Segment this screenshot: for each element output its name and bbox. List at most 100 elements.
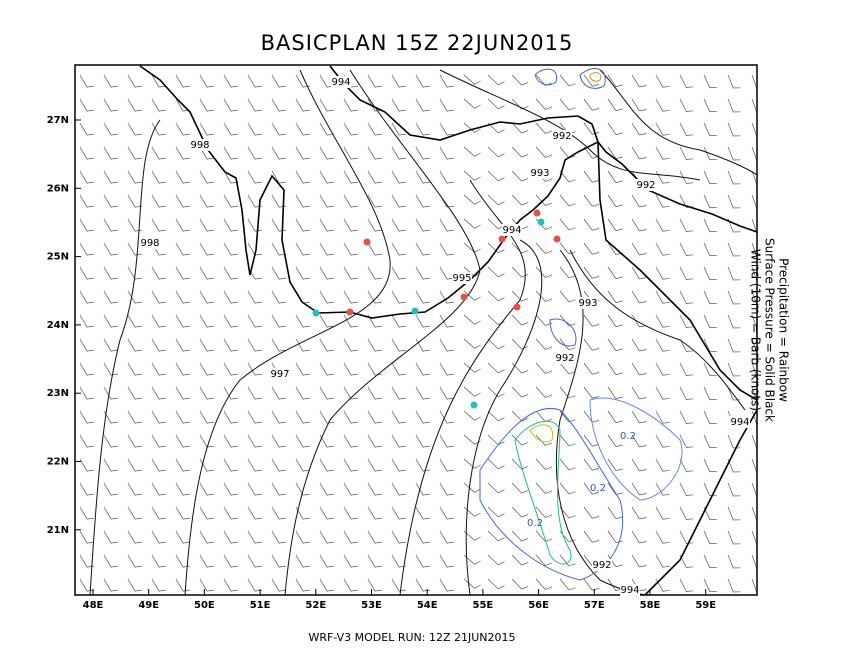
contour-label-bg <box>592 559 612 571</box>
wind-barb <box>535 290 552 302</box>
wind-barb <box>199 434 214 448</box>
wind-barb <box>511 122 529 134</box>
wind-barb <box>391 74 406 88</box>
wind-barb <box>751 122 757 137</box>
wind-barb <box>511 578 529 590</box>
wind-barb <box>319 170 334 184</box>
wind-barb <box>511 242 529 254</box>
wind-barb <box>343 362 358 376</box>
wind-barb <box>439 362 454 376</box>
wind-barb <box>175 170 190 184</box>
lon-label: 59E <box>695 600 716 611</box>
wind-barb <box>367 218 382 232</box>
wind-barb <box>199 410 214 424</box>
wind-barb <box>247 506 262 520</box>
wind-barb <box>223 218 238 232</box>
wind-barb <box>391 434 406 448</box>
wind-barb <box>127 242 142 256</box>
wind-barb <box>727 506 741 521</box>
wind-barb <box>223 506 238 520</box>
coastline <box>329 65 579 141</box>
wind-barb <box>343 266 358 280</box>
wind-barb <box>607 458 623 471</box>
wind-barb <box>511 314 529 326</box>
wind-barb <box>247 362 262 376</box>
wind-barb <box>607 98 623 111</box>
wind-barb <box>127 434 142 448</box>
wind-barb <box>751 554 757 569</box>
wind-barb <box>223 290 238 304</box>
wind-barb <box>727 290 741 305</box>
wind-barb <box>607 194 623 207</box>
wind-barb <box>631 146 647 160</box>
wind-barb <box>199 578 214 592</box>
wind-barb <box>391 458 406 472</box>
wind-barb <box>583 362 600 375</box>
wind-barb <box>559 506 576 519</box>
wind-barb <box>271 578 286 592</box>
wind-barb <box>199 242 214 256</box>
wind-barb <box>175 530 190 544</box>
wind-barb <box>247 98 262 112</box>
wind-barb <box>679 266 694 280</box>
wind-barb <box>703 410 717 425</box>
wind-barb <box>535 194 552 206</box>
wind-barb <box>79 482 94 496</box>
wind-barb <box>559 458 576 471</box>
lon-label: 52E <box>305 600 326 611</box>
wind-barb <box>751 74 757 89</box>
wind-barb <box>535 74 552 86</box>
wind-barb <box>127 290 142 304</box>
wind-barb <box>679 386 694 400</box>
contour-label: 993 <box>530 168 549 179</box>
wind-barb <box>79 338 94 352</box>
isobar <box>465 239 543 595</box>
wind-barb <box>679 506 694 520</box>
wind-barb <box>223 74 238 88</box>
wind-barb <box>607 146 623 159</box>
wind-barb <box>703 554 717 569</box>
wind-barb <box>631 554 647 568</box>
wind-barb <box>727 122 741 137</box>
wind-barb <box>631 314 647 328</box>
precip-label: 0.2 <box>620 431 636 442</box>
wind-barb <box>367 506 382 520</box>
wind-barb <box>391 410 406 424</box>
wind-barb <box>175 338 190 352</box>
wind-barb <box>79 506 94 520</box>
wind-barb <box>79 434 94 448</box>
wind-barb <box>439 266 454 280</box>
wind-barb <box>439 482 454 496</box>
wind-barb <box>247 386 262 400</box>
wind-barb <box>559 170 576 183</box>
wind-barb <box>175 290 190 304</box>
wind-barb <box>79 74 94 88</box>
station-dot <box>533 209 541 217</box>
wind-barb <box>295 218 310 232</box>
wind-barb <box>655 314 670 328</box>
wind-barb <box>487 458 505 470</box>
wind-barb <box>175 386 190 400</box>
wind-barb <box>151 578 166 592</box>
station-dot <box>470 401 478 409</box>
wind-barb <box>127 194 142 208</box>
wind-barb <box>583 98 600 111</box>
wind-barb <box>127 362 142 376</box>
wind-barb <box>103 482 118 496</box>
wind-barb <box>439 410 454 424</box>
wind-barb <box>631 386 647 400</box>
wind-barb <box>151 458 166 472</box>
wind-barb <box>631 290 647 304</box>
wind-barb <box>367 554 382 568</box>
wind-barb <box>559 554 576 567</box>
wind-barb <box>79 530 94 544</box>
wind-barb <box>343 194 358 208</box>
model-run-footer: WRF-V3 MODEL RUN: 12Z 21JUN2015 <box>308 631 515 644</box>
wind-barb <box>127 314 142 328</box>
wind-barb <box>271 290 286 304</box>
wind-barb <box>103 98 118 112</box>
wind-barb <box>199 362 214 376</box>
wind-barb <box>511 530 529 542</box>
wind-barb <box>535 266 552 278</box>
wind-barb <box>247 554 262 568</box>
